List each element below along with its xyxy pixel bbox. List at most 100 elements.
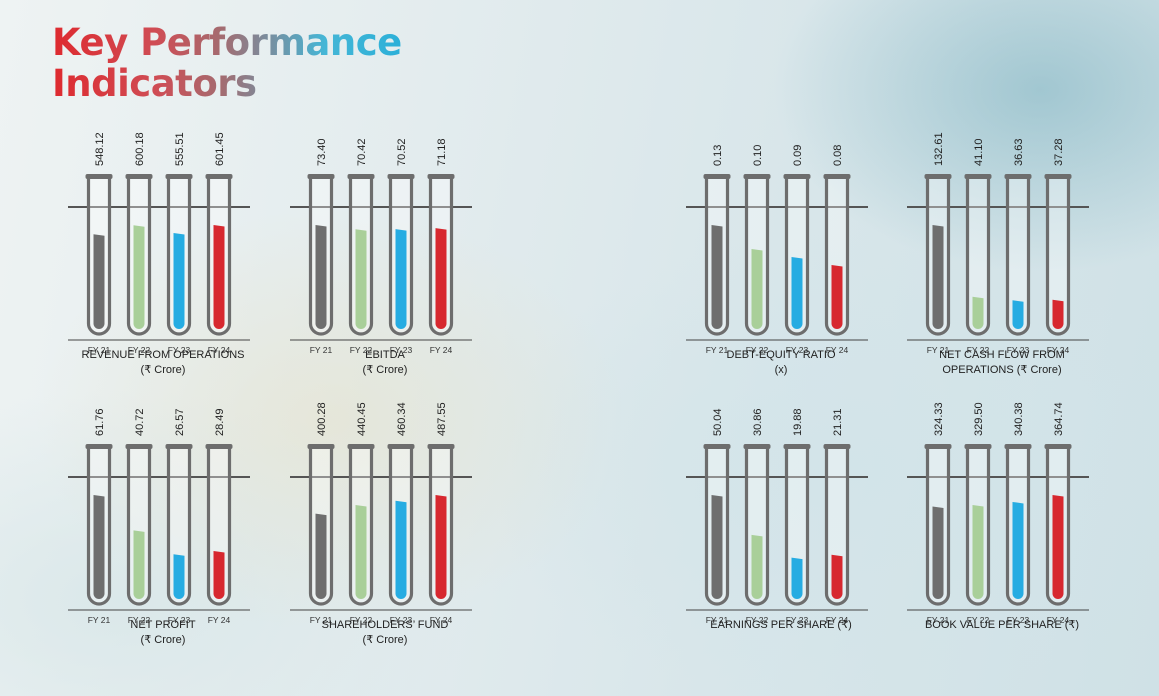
category-label: FY 22 xyxy=(746,615,769,625)
value-label: 0.10 xyxy=(752,145,764,166)
bar-fill xyxy=(133,530,145,599)
category-label: FY 21 xyxy=(927,615,950,625)
chart-plot: 0.13 FY 21 0.10 FY 22 0.09 FY 23 0.08 FY 24 xyxy=(686,145,868,355)
category-label: FY 22 xyxy=(350,345,373,355)
tube-fy24 xyxy=(427,174,455,336)
chart-plot: 132.61 FY 21 41.10 FY 22 36.63 FY 23 37.28 FY 2… xyxy=(907,132,1089,355)
bar-fill xyxy=(1012,501,1024,599)
tube-rim xyxy=(924,174,952,179)
tube-rim xyxy=(783,174,811,179)
title-line-2: Indicators xyxy=(52,62,257,105)
bar-fill xyxy=(932,225,944,329)
category-label: FY 24 xyxy=(208,345,231,355)
tube-fy23 xyxy=(387,444,415,606)
tube-rim xyxy=(823,444,851,449)
tube-fy23 xyxy=(165,444,193,606)
tube-fy24 xyxy=(205,444,233,606)
value-label: 71.18 xyxy=(436,138,448,166)
bar-fill xyxy=(395,500,407,599)
chart-plot: 400.28 FY 21 440.45 FY 22 460.34 FY 23 487.55 F… xyxy=(290,402,472,625)
category-label: FY 22 xyxy=(350,615,373,625)
chart-title: EARNINGS PER SHARE (₹) xyxy=(710,619,852,631)
chart-revenue-from-operations: 548.12 FY 21 600.18 FY 22 555.51 FY 23 601.45 F… xyxy=(68,122,258,382)
bar-fill xyxy=(1012,300,1024,329)
category-label: FY 21 xyxy=(88,615,111,625)
chart-net-profit: 61.76 FY 21 40.72 FY 22 26.57 FY 23 28.49 FY 24… xyxy=(68,392,258,652)
chart-plot: 61.76 FY 21 40.72 FY 22 26.57 FY 23 28.49 FY 24 xyxy=(68,408,250,625)
chart-unit: OPERATIONS (₹ Crore) xyxy=(942,364,1062,376)
chart-title: BOOK VALUE PER SHARE (₹) xyxy=(924,619,1080,631)
category-label: FY 21 xyxy=(88,345,111,355)
tube-fy21 xyxy=(307,444,335,606)
category-label: FY 23 xyxy=(168,615,191,625)
chart-caption: DEBT-EQUITY RATIO (x) xyxy=(666,348,896,378)
bar-fill xyxy=(173,554,185,599)
bar-fill xyxy=(133,225,145,329)
value-label: 28.49 xyxy=(214,408,226,436)
value-label: 70.52 xyxy=(396,138,408,166)
tube-fy23 xyxy=(1004,444,1032,606)
tube-rim xyxy=(205,174,233,179)
tube-fy23 xyxy=(783,174,811,336)
bar-fill xyxy=(751,534,763,599)
tube-rim xyxy=(703,444,731,449)
value-label: 0.08 xyxy=(832,145,844,166)
category-label: FY 23 xyxy=(390,615,413,625)
tube-fy21 xyxy=(307,174,335,336)
tube-rim xyxy=(205,444,233,449)
tube-outline xyxy=(965,177,991,336)
bar-fill xyxy=(435,228,447,329)
chart-plot: 73.40 FY 21 70.42 FY 22 70.52 FY 23 71.18 FY 24 xyxy=(290,138,472,355)
tube-rim xyxy=(1044,174,1072,179)
tube-fy23 xyxy=(387,174,415,336)
tube-rim xyxy=(427,444,455,449)
chart-shareholders-fund: 400.28 FY 21 440.45 FY 22 460.34 FY 23 487.55 F… xyxy=(290,392,480,652)
tube-rim xyxy=(783,444,811,449)
value-label: 40.72 xyxy=(134,408,146,436)
tube-rim xyxy=(823,174,851,179)
tube-rim xyxy=(307,444,335,449)
tube-rim xyxy=(703,174,731,179)
tube-rim xyxy=(1004,174,1032,179)
chart-title: REVENUE FROM OPERATIONS xyxy=(81,349,245,361)
bar-fill xyxy=(932,506,944,599)
bar-fill xyxy=(1052,299,1064,329)
value-label: 36.63 xyxy=(1013,138,1025,166)
tube-fy22 xyxy=(125,444,153,606)
chart-net-cash-flow-from-operations: 132.61 FY 21 41.10 FY 22 36.63 FY 23 37.28 FY 2… xyxy=(907,122,1097,382)
tube-rim xyxy=(85,444,113,449)
category-label: FY 24 xyxy=(826,615,849,625)
chart-title: DEBT-EQUITY RATIO xyxy=(726,349,836,361)
category-label: FY 24 xyxy=(826,345,849,355)
value-label: 601.45 xyxy=(214,132,226,166)
chart-title: NET CASH FLOW FROM xyxy=(939,349,1065,361)
bar-fill xyxy=(435,495,447,599)
tube-fy22 xyxy=(347,444,375,606)
value-label: 487.55 xyxy=(436,402,448,436)
tube-fy21 xyxy=(85,444,113,606)
bar-fill xyxy=(93,495,105,599)
value-label: 0.13 xyxy=(712,145,724,166)
tube-outline xyxy=(1005,177,1031,336)
value-label: 324.33 xyxy=(933,402,945,436)
bar-fill xyxy=(213,225,225,329)
category-label: FY 24 xyxy=(430,345,453,355)
tube-fy24 xyxy=(823,174,851,336)
chart-debt-equity-ratio: 0.13 FY 21 0.10 FY 22 0.09 FY 23 0.08 FY 24 DEB… xyxy=(686,122,876,382)
bar-fill xyxy=(711,495,723,599)
category-label: FY 23 xyxy=(1007,345,1030,355)
chart-ebitda: 73.40 FY 21 70.42 FY 22 70.52 FY 23 71.18 FY 24… xyxy=(290,122,480,382)
tube-fy23 xyxy=(783,444,811,606)
value-label: 132.61 xyxy=(933,132,945,166)
bar-fill xyxy=(395,229,407,329)
chart-caption: BOOK VALUE PER SHARE (₹) xyxy=(887,618,1117,633)
tube-rim xyxy=(743,444,771,449)
chart-caption: NET CASH FLOW FROM OPERATIONS (₹ Crore) xyxy=(887,348,1117,378)
tube-rim xyxy=(347,444,375,449)
tube-rim xyxy=(964,444,992,449)
value-label: 50.04 xyxy=(712,408,724,436)
chart-caption: NET PROFIT (₹ Crore) xyxy=(48,618,278,648)
bar-fill xyxy=(213,551,225,599)
category-label: FY 24 xyxy=(1047,615,1070,625)
category-label: FY 24 xyxy=(208,615,231,625)
